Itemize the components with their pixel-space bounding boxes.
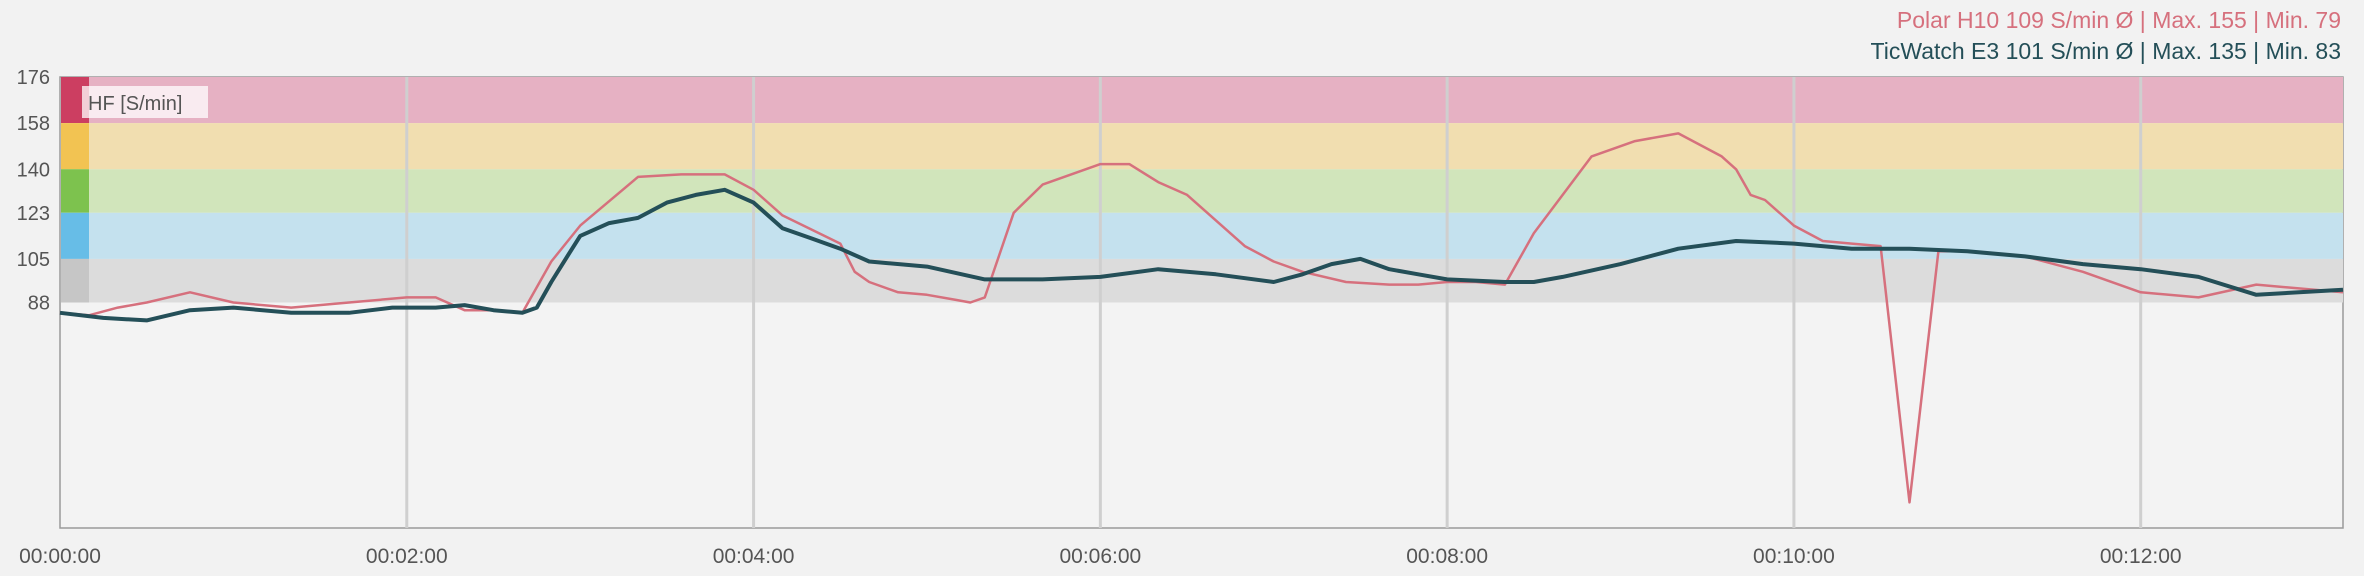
legend-max: Max. 135 (2152, 38, 2247, 64)
x-tick-label: 00:02:00 (366, 545, 448, 568)
series-line-ticwatch-e3 (59, 187, 2344, 323)
legend-entry: Polar H10 109 S/min Ø | Max. 155 | Min. … (1897, 7, 2341, 33)
y-tick-label: 88 (28, 293, 50, 315)
y-tick-label: 123 (17, 203, 50, 225)
x-tick-label: 00:06:00 (1059, 545, 1141, 568)
zone-marker-1 (61, 123, 89, 170)
legend-average: 109 S/min Ø (2006, 7, 2134, 33)
legend-min: Min. 83 (2266, 38, 2341, 64)
y-tick-label: 105 (17, 249, 50, 271)
y-tick-label: 140 (17, 159, 50, 181)
zone-marker-3 (61, 212, 89, 259)
zone-marker-2 (61, 169, 89, 213)
zone-band-4 (61, 258, 2343, 303)
series-layer (59, 132, 2344, 504)
zone-band-1 (61, 123, 2343, 170)
x-tick-label: 00:04:00 (713, 545, 795, 568)
legend-max: Max. 155 (2152, 7, 2247, 33)
heart-rate-zones (61, 77, 2343, 303)
x-tick-label: 00:08:00 (1406, 545, 1488, 568)
legend-entry: TicWatch E3 101 S/min Ø | Max. 135 | Min… (1871, 38, 2341, 64)
y-tick-label: 158 (17, 113, 50, 135)
legend-min: Min. 79 (2266, 7, 2341, 33)
x-tick-label: 00:00:00 (19, 545, 101, 568)
x-tick-label: 00:12:00 (2100, 545, 2182, 568)
y-tick-label: 176 (17, 67, 50, 89)
series-line-polar-h10 (59, 132, 2344, 504)
zone-band-2 (61, 169, 2343, 213)
zone-band-3 (61, 212, 2343, 259)
y-axis-label: HF [S/min] (88, 93, 182, 115)
y-axis-ticks: 176 158 140 123 105 88 (17, 67, 50, 315)
zone-marker-4 (61, 258, 89, 303)
y-axis-label-box: HF [S/min] (82, 86, 208, 118)
zone-band-0 (61, 77, 2343, 124)
grid-lines (405, 77, 2143, 528)
x-tick-label: 00:10:00 (1753, 545, 1835, 568)
legend-average: 101 S/min Ø (2006, 38, 2134, 64)
x-axis-ticks: 00:00:00 00:02:00 00:04:00 00:06:00 00:08:00… (19, 545, 2181, 568)
legend-series-name: Polar H10 (1897, 7, 1999, 33)
legend: Polar H10 109 S/min Ø | Max. 155 | Min. … (1871, 7, 2341, 64)
legend-series-name: TicWatch E3 (1871, 38, 2000, 64)
